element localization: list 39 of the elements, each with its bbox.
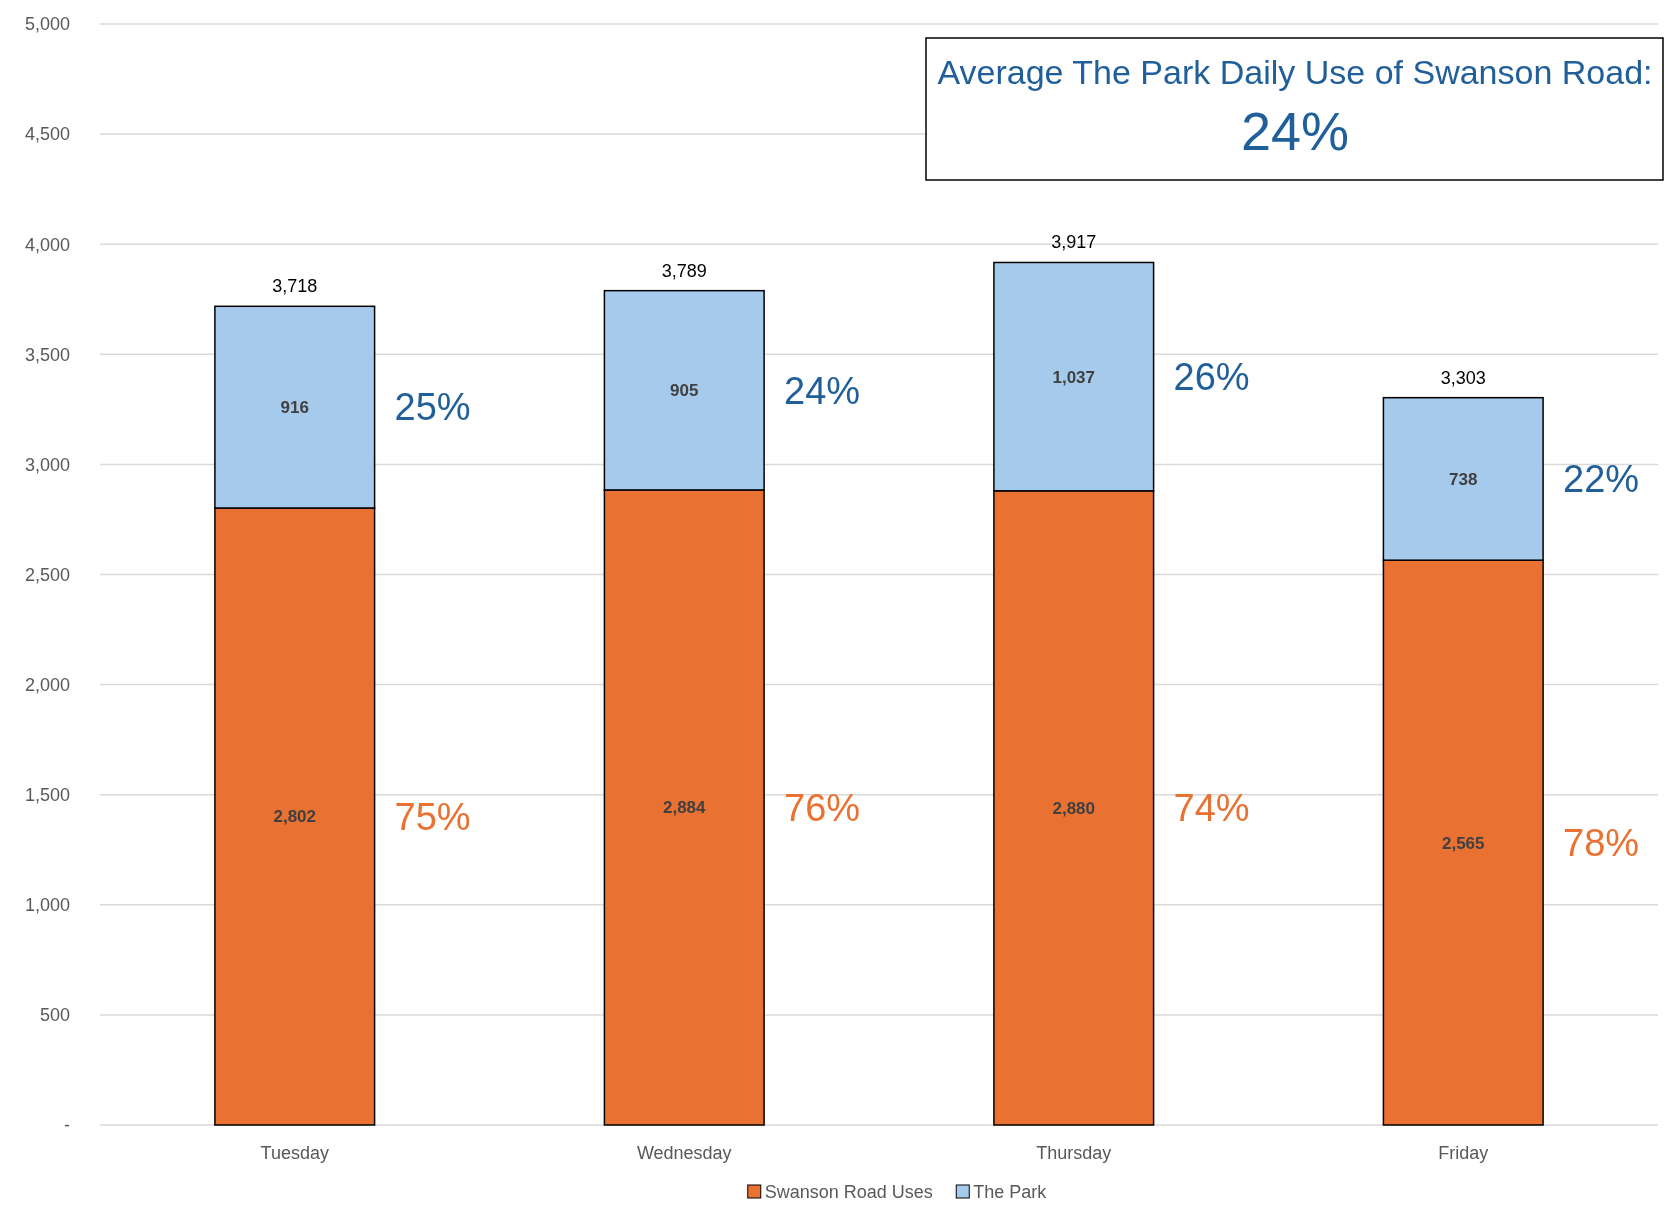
data-label: 2,884: [662, 798, 707, 818]
legend-label: Swanson Road Uses: [764, 1182, 933, 1202]
y-tick-label: 3,500: [24, 344, 70, 365]
y-tick-label: 500: [39, 1005, 70, 1026]
y-tick-label: 4,000: [24, 234, 70, 255]
annotation: 24%: [1240, 101, 1350, 161]
y-tick-label: 2,500: [24, 564, 70, 585]
annotation: Average The Park Daily Use of Swanson Road:: [937, 53, 1653, 91]
total-label: 3,917: [1051, 232, 1097, 253]
annotation: 74%: [1173, 787, 1250, 830]
data-label: 2,565: [1441, 833, 1485, 853]
annotation: 26%: [1173, 355, 1250, 398]
y-tick-label: 2,000: [24, 674, 70, 695]
y-tick-label: -: [64, 1115, 70, 1136]
data-label: 916: [280, 398, 309, 418]
y-tick-label: 3,000: [24, 454, 70, 475]
total-label: 3,718: [272, 276, 318, 297]
x-tick-label: Friday: [1438, 1143, 1489, 1163]
data-label: 2,802: [273, 807, 317, 827]
x-tick-label: Tuesday: [260, 1143, 329, 1163]
data-label: 905: [670, 381, 699, 401]
annotation: 76%: [784, 786, 861, 829]
y-tick-label: 5,000: [24, 14, 70, 35]
y-tick-label: 1,500: [24, 785, 70, 805]
total-label: 3,303: [1440, 367, 1486, 388]
x-tick-label: Thursday: [1036, 1143, 1112, 1163]
annotation: 24%: [784, 369, 861, 412]
total-label: 3,789: [661, 260, 707, 281]
annotation: 25%: [394, 386, 471, 429]
y-tick-label: 1,000: [24, 895, 70, 916]
annotation: 22%: [1563, 458, 1640, 501]
y-tick-label: 4,500: [24, 124, 70, 145]
x-tick-label: Wednesday: [636, 1143, 732, 1163]
legend-label: The Park: [973, 1182, 1048, 1202]
annotation: 75%: [394, 795, 471, 838]
data-label: 1,037: [1052, 367, 1096, 387]
annotation: 78%: [1563, 821, 1640, 864]
data-label: 2,880: [1052, 798, 1096, 818]
data-label: 738: [1449, 469, 1478, 489]
